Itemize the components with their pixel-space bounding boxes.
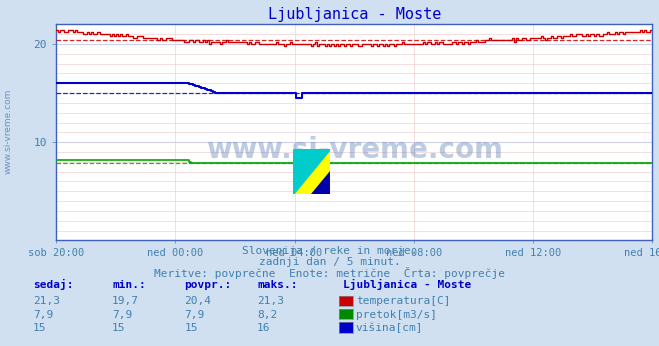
Text: 8,2: 8,2 <box>257 310 277 320</box>
Polygon shape <box>293 149 330 194</box>
Text: min.:: min.: <box>112 280 146 290</box>
Text: 19,7: 19,7 <box>112 297 139 307</box>
Text: Meritve: povprečne  Enote: metrične  Črta: povprečje: Meritve: povprečne Enote: metrične Črta:… <box>154 267 505 279</box>
Text: 15: 15 <box>112 323 125 333</box>
Text: 21,3: 21,3 <box>33 297 60 307</box>
Text: zadnji dan / 5 minut.: zadnji dan / 5 minut. <box>258 257 401 267</box>
Text: www.si-vreme.com: www.si-vreme.com <box>3 89 13 174</box>
Text: 15: 15 <box>185 323 198 333</box>
Text: 20,4: 20,4 <box>185 297 212 307</box>
Text: višina[cm]: višina[cm] <box>356 322 423 333</box>
Text: Slovenija / reke in morje.: Slovenija / reke in morje. <box>242 246 417 256</box>
Text: povpr.:: povpr.: <box>185 280 232 290</box>
Title: Ljubljanica - Moste: Ljubljanica - Moste <box>268 7 441 22</box>
Polygon shape <box>293 149 330 194</box>
Text: pretok[m3/s]: pretok[m3/s] <box>356 310 437 320</box>
Text: 7,9: 7,9 <box>33 310 53 320</box>
Text: 7,9: 7,9 <box>185 310 205 320</box>
Text: 21,3: 21,3 <box>257 297 284 307</box>
Text: temperatura[C]: temperatura[C] <box>356 297 450 307</box>
Text: 15: 15 <box>33 323 46 333</box>
Text: sedaj:: sedaj: <box>33 279 73 290</box>
Text: Ljubljanica - Moste: Ljubljanica - Moste <box>343 279 471 290</box>
Text: 7,9: 7,9 <box>112 310 132 320</box>
Text: maks.:: maks.: <box>257 280 297 290</box>
Text: www.si-vreme.com: www.si-vreme.com <box>206 136 503 164</box>
Polygon shape <box>312 171 330 194</box>
Text: 16: 16 <box>257 323 270 333</box>
